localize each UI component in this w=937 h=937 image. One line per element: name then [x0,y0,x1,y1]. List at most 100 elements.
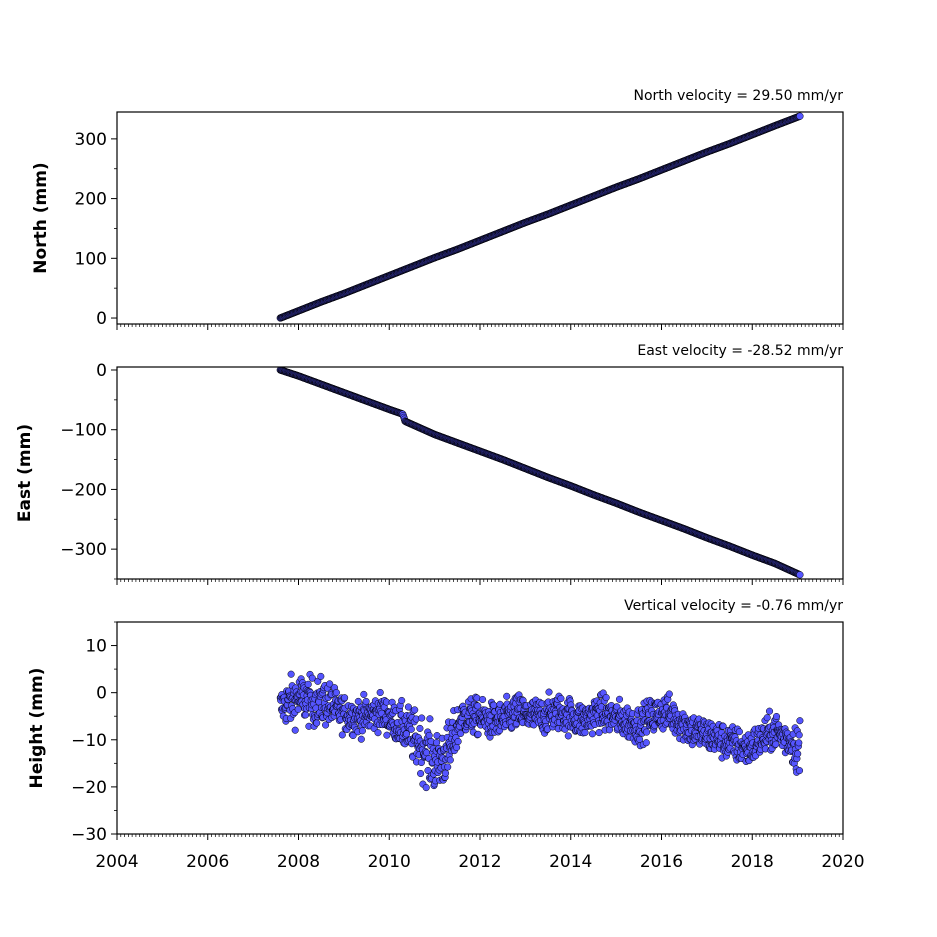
north-velocity-title: North velocity = 29.50 mm/yr [633,88,843,104]
height-x-tick-label: 2008 [277,852,320,872]
height-data-point [411,706,419,714]
height-data-point [474,730,482,738]
height-data-point [665,690,673,698]
north-panel: North velocity = 29.50 mm/yr North (mm) … [31,88,844,330]
north-plot-frame [116,111,844,325]
height-data-point [304,680,312,688]
height-data-point [294,705,302,713]
vertical-velocity-title: Vertical velocity = -0.76 mm/yr [624,598,843,614]
height-data-point [503,692,511,700]
height-data-point [796,717,804,725]
height-data-point [402,730,411,738]
height-data-point [308,674,316,682]
height-axis-label: Height (mm) [27,668,47,789]
north-data-points [276,112,804,322]
height-y-tick-label: −10 [71,731,107,751]
height-data-point [424,766,432,775]
height-data-point [362,697,370,705]
east-data-point [796,571,804,579]
height-data-point [407,725,415,733]
height-data-point [338,731,346,739]
height-data-point [376,688,384,697]
height-data-point [795,767,804,775]
height-x-tick-label: 2020 [821,852,864,872]
height-data-point [795,731,803,739]
east-axis-ticks: 0 −100 −200 −300 [60,361,844,585]
height-x-tick-label: 2010 [368,852,411,872]
height-data-point [595,729,603,737]
height-y-tick-label: −30 [71,825,107,845]
east-velocity-title: East velocity = -28.52 mm/yr [637,343,843,359]
height-data-point [557,694,565,703]
north-y-tick-label: 100 [75,249,107,269]
height-panel: Vertical velocity = -0.76 mm/yr Height (… [27,598,865,872]
height-data-point [302,711,310,719]
height-data-point [317,672,325,680]
height-data-point [772,712,781,721]
height-data-point [360,690,368,698]
north-y-tick-label: 300 [75,130,107,150]
height-data-point [398,696,406,705]
height-data-point [735,728,743,736]
height-data-point [332,689,340,697]
north-y-tick-label: 200 [75,190,107,210]
height-data-point [602,694,610,702]
east-plot-frame [116,366,844,580]
height-data-point [433,739,441,747]
height-data-point [349,731,357,740]
height-y-tick-label: 0 [96,684,107,704]
height-data-point [322,721,330,729]
height-data-point [358,727,366,735]
height-data-point [588,730,596,738]
height-data-point [642,739,650,747]
height-data-point [719,722,727,730]
height-data-point [291,726,299,734]
height-data-point [354,697,362,705]
east-y-tick-label: −200 [60,480,107,500]
height-plot-frame [116,621,844,835]
height-data-point [545,688,553,696]
height-data-point [426,715,434,723]
height-data-point [357,735,365,743]
height-data-point [425,731,433,739]
height-x-tick-label: 2012 [458,852,501,872]
height-data-point [457,729,465,737]
height-x-tick-label: 2016 [640,852,683,872]
height-data-point [474,702,482,710]
height-x-tick-label: 2018 [731,852,774,872]
height-axis-ticks: 10 0 −10 −20 −30 2004 2006 2008 2010 2012 2014 2016… [71,621,865,872]
height-data-point [326,680,334,688]
height-x-tick-label: 2006 [186,852,229,872]
height-x-tick-label: 2004 [95,852,138,872]
height-data-point [417,769,425,778]
east-data-points [276,367,804,579]
east-y-tick-label: −100 [60,421,107,441]
north-axis-ticks: 0 100 200 300 [75,130,844,330]
height-data-point [581,729,589,737]
east-panel: East velocity = -28.52 mm/yr East (mm) 0… [15,343,844,585]
height-data-point [564,732,572,740]
height-data-point [772,740,780,748]
height-data-point [479,695,487,704]
north-y-tick-label: 0 [96,309,107,329]
height-data-point [763,714,771,722]
east-y-tick-label: 0 [96,361,107,381]
east-axis-label: East (mm) [15,424,35,522]
height-data-point [765,707,774,715]
height-data-point [313,719,321,727]
height-data-point [794,750,802,758]
height-data-point [422,784,430,792]
height-data-point [454,737,462,746]
height-data-point [795,739,803,747]
height-data-point [643,728,651,736]
height-data-point [383,731,391,739]
east-y-tick-label: −300 [60,540,107,560]
height-data-point [416,724,424,732]
height-data-point [615,695,624,703]
height-data-point [404,703,412,711]
height-y-tick-label: 10 [85,637,107,657]
height-data-point [453,743,461,752]
height-data-point [418,714,426,722]
north-data-point [796,112,804,120]
